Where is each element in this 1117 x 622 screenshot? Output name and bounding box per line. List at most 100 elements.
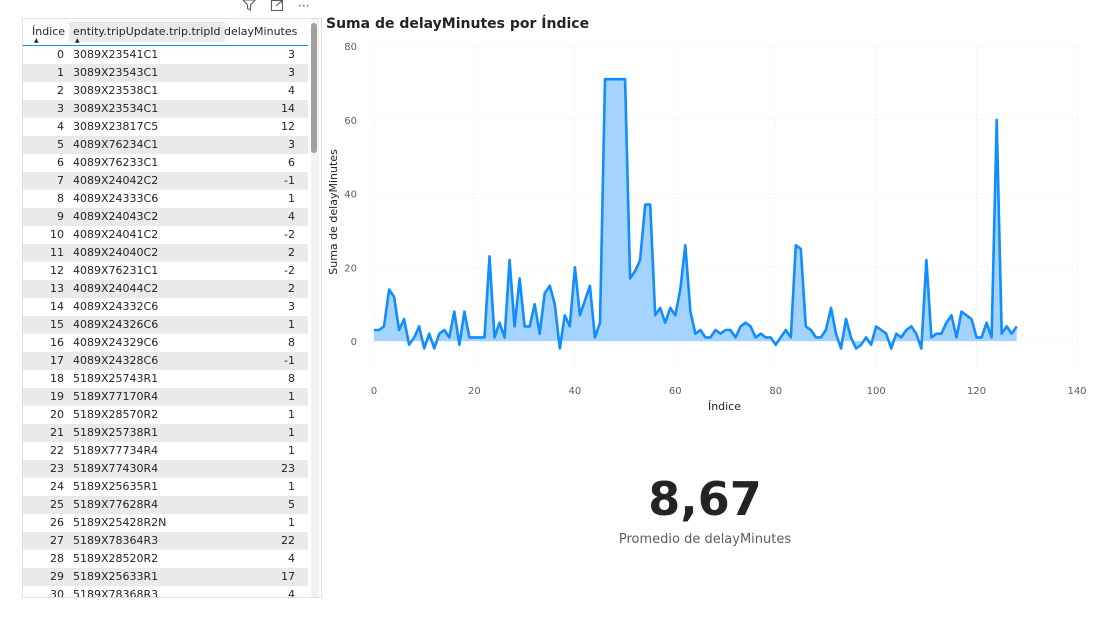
table-row[interactable]: 25 5189X77628R4 5 (23, 496, 308, 514)
table-row[interactable]: 16 4089X24329C6 8 (23, 334, 308, 352)
series-line (374, 77, 1018, 350)
cell-index: 26 (50, 516, 64, 529)
column-header-delay[interactable]: delayMinutes (224, 25, 298, 38)
cell-index: 23 (50, 462, 64, 475)
cell-trip-id: 5189X25428R2N (73, 516, 167, 529)
cell-delay: -1 (284, 174, 295, 187)
cell-index: 24 (50, 480, 64, 493)
cell-index: 18 (50, 372, 64, 385)
x-tick-label: 100 (867, 386, 886, 397)
cell-delay: 23 (281, 462, 295, 475)
cell-delay: 2 (288, 282, 295, 295)
cell-index: 16 (50, 336, 64, 349)
table-row[interactable]: 19 5189X77170R4 1 (23, 388, 308, 406)
table-row[interactable]: 23 5189X77430R4 23 (23, 460, 308, 478)
table-row[interactable]: 8 4089X24333C6 1 (23, 190, 308, 208)
cell-delay: -2 (284, 264, 295, 277)
table-row[interactable]: 17 4089X24328C6 -1 (23, 352, 308, 370)
cell-index: 28 (50, 552, 64, 565)
cell-index: 10 (50, 228, 64, 241)
table-row[interactable]: 24 5189X25635R1 1 (23, 478, 308, 496)
cell-delay: 1 (288, 318, 295, 331)
cell-delay: 6 (288, 156, 295, 169)
cell-delay: 4 (288, 84, 295, 97)
table-row[interactable]: 13 4089X24044C2 2 (23, 280, 308, 298)
table-row[interactable]: 10 4089X24041C2 -2 (23, 226, 308, 244)
table-row[interactable]: 22 5189X77734R4 1 (23, 442, 308, 460)
more-options-icon[interactable]: ··· (298, 0, 310, 13)
cell-index: 5 (57, 138, 64, 151)
cell-index: 19 (50, 390, 64, 403)
visual-header-icons: ··· (242, 0, 309, 12)
cell-delay: 1 (288, 408, 295, 421)
x-axis-label: Índice (708, 400, 741, 413)
cell-delay: -1 (284, 354, 295, 367)
cell-delay: 1 (288, 390, 295, 403)
cell-delay: 2 (288, 246, 295, 259)
table-row[interactable]: 28 5189X28520R2 4 (23, 550, 308, 568)
cell-index: 2 (57, 84, 64, 97)
cell-trip-id: 3089X23541C1 (73, 48, 159, 61)
table-row[interactable]: 4 3089X23817C5 12 (23, 118, 308, 136)
table-row[interactable]: 1 3089X23543C1 3 (23, 64, 308, 82)
table-row[interactable]: 0 3089X23541C1 3 (23, 46, 308, 64)
column-header-index[interactable]: Índice (32, 25, 66, 38)
table-row[interactable]: 18 5189X25743R1 8 (23, 370, 308, 388)
table-row[interactable]: 6 4089X76233C1 6 (23, 154, 308, 172)
cell-index: 27 (50, 534, 64, 547)
cell-trip-id: 3089X23538C1 (73, 84, 159, 97)
cell-index: 7 (57, 174, 64, 187)
table-row[interactable]: 29 5189X25633R1 17 (23, 568, 308, 586)
sort-ascending-icon: ▲ (34, 37, 39, 44)
cell-delay: -2 (284, 228, 295, 241)
table-row[interactable]: 11 4089X24040C2 2 (23, 244, 308, 262)
x-tick-label: 140 (1067, 386, 1086, 397)
x-tick-label: 40 (568, 386, 581, 397)
filter-icon[interactable] (242, 0, 256, 13)
cell-index: 17 (50, 354, 64, 367)
cell-index: 11 (50, 246, 64, 259)
table-row[interactable]: 30 5189X78368R3 4 (23, 586, 308, 598)
table-row[interactable]: 12 4089X76231C1 -2 (23, 262, 308, 280)
cell-delay: 3 (288, 300, 295, 313)
focus-mode-icon[interactable] (270, 0, 284, 13)
cell-index: 4 (57, 120, 64, 133)
y-tick-label: 40 (344, 190, 357, 201)
y-axis-label: Suma de delayMinutes (327, 149, 340, 275)
chart-title: Suma de delayMinutes por Índice (326, 16, 590, 32)
table-row[interactable]: 14 4089X24332C6 3 (23, 298, 308, 316)
table-row[interactable]: 9 4089X24043C2 4 (23, 208, 308, 226)
table-header: Índice ▲ entity.tripUpdate.trip.tripId ▲… (23, 19, 308, 46)
cell-trip-id: 5189X25738R1 (73, 426, 159, 439)
cell-index: 13 (50, 282, 64, 295)
cell-trip-id: 5189X28520R2 (73, 552, 159, 565)
cell-trip-id: 5189X78368R3 (73, 588, 159, 598)
table-row[interactable]: 15 4089X24326C6 1 (23, 316, 308, 334)
cell-index: 8 (57, 192, 64, 205)
scrollbar-track[interactable] (311, 19, 319, 597)
table-row[interactable]: 20 5189X28570R2 1 (23, 406, 308, 424)
x-tick-label: 120 (967, 386, 986, 397)
cell-delay: 1 (288, 426, 295, 439)
scrollbar-thumb[interactable] (311, 23, 317, 153)
x-tick-label: 80 (769, 386, 782, 397)
table-row[interactable]: 7 4089X24042C2 -1 (23, 172, 308, 190)
table-row[interactable]: 5 4089X76234C1 3 (23, 136, 308, 154)
cell-delay: 4 (288, 552, 295, 565)
table-row[interactable]: 26 5189X25428R2N 1 (23, 514, 308, 532)
cell-index: 29 (50, 570, 64, 583)
table-row[interactable]: 21 5189X25738R1 1 (23, 424, 308, 442)
table-row[interactable]: 3 3089X23534C1 14 (23, 100, 308, 118)
table-row[interactable]: 27 5189X78364R3 22 (23, 532, 308, 550)
cell-index: 30 (50, 588, 64, 598)
table-row[interactable]: 2 3089X23538C1 4 (23, 82, 308, 100)
cell-index: 25 (50, 498, 64, 511)
cell-trip-id: 5189X77734R4 (73, 444, 159, 457)
cell-trip-id: 4089X24332C6 (73, 300, 159, 313)
cell-trip-id: 4089X76233C1 (73, 156, 159, 169)
x-tick-label: 60 (669, 386, 682, 397)
x-tick-label: 20 (468, 386, 481, 397)
cell-index: 0 (57, 48, 64, 61)
cell-index: 15 (50, 318, 64, 331)
column-header-trip[interactable]: entity.tripUpdate.trip.tripId (69, 22, 225, 42)
